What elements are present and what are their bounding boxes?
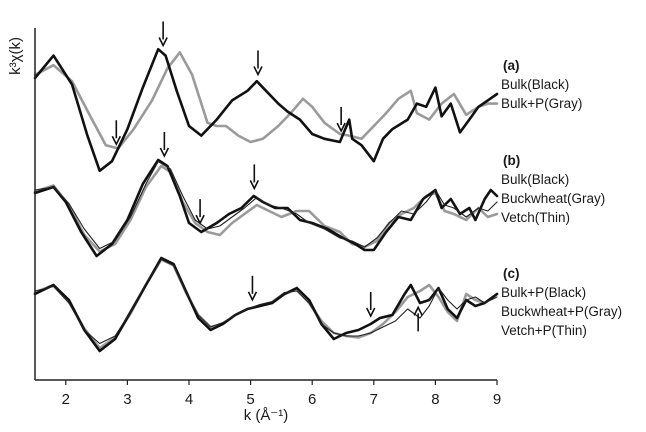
annotation-arrow — [247, 275, 258, 302]
panel-tag: (c) — [503, 266, 520, 281]
annotation-arrow — [195, 199, 205, 225]
series-line — [33, 51, 499, 150]
x-tick-label: 7 — [370, 391, 378, 408]
series-line — [33, 47, 499, 173]
panel-tag: (a) — [503, 58, 520, 73]
x-tick-label: 3 — [123, 391, 131, 408]
x-tick-label: 5 — [246, 391, 254, 408]
series-line — [34, 160, 498, 250]
annotation-arrow — [253, 50, 263, 77]
plot-area — [33, 21, 499, 353]
annotation-arrow — [158, 21, 168, 48]
legends: (a) Bulk(Black) Bulk+P(Gray) (b) Bulk(Black)… — [501, 58, 622, 338]
legend-entry: Buckwheat(Gray) — [501, 191, 605, 206]
x-axis-title: k (Å⁻¹) — [244, 407, 289, 424]
legend-entry: Bulk(Black) — [501, 77, 569, 92]
x-tick-label: 4 — [185, 391, 193, 408]
annotation-arrow — [159, 132, 170, 158]
panel-1 — [33, 21, 499, 173]
x-tick-label: 6 — [308, 391, 316, 408]
x-tick-label: 9 — [493, 391, 501, 408]
panel-3 — [33, 256, 499, 353]
legend-entry: Buckwheat+P(Gray) — [501, 304, 622, 319]
panel-tag: (b) — [503, 153, 520, 168]
annotation-arrow — [366, 292, 376, 318]
x-ticks: 2 3 4 5 6 7 8 9 — [62, 380, 501, 408]
series-line — [33, 164, 499, 253]
legend-entry: Bulk+P(Gray) — [501, 96, 582, 111]
annotation-arrow — [336, 107, 346, 133]
annotation-arrow — [249, 164, 260, 191]
series-line — [34, 258, 498, 345]
legend-entry: Bulk+P(Black) — [501, 285, 586, 300]
legend-entry: Bulk(Black) — [501, 172, 569, 187]
annotation-arrow — [413, 305, 423, 332]
series-line — [33, 256, 499, 353]
legend-entry: Vetch(Thin) — [501, 210, 570, 225]
legend-entry: Vetch+P(Thin) — [501, 323, 587, 338]
annotation-arrow — [111, 120, 122, 147]
y-axis-title: k³χ(k) — [7, 37, 24, 75]
series-line — [33, 158, 499, 258]
x-tick-label: 2 — [62, 391, 70, 408]
panel-2 — [33, 132, 499, 258]
x-tick-label: 8 — [431, 391, 439, 408]
